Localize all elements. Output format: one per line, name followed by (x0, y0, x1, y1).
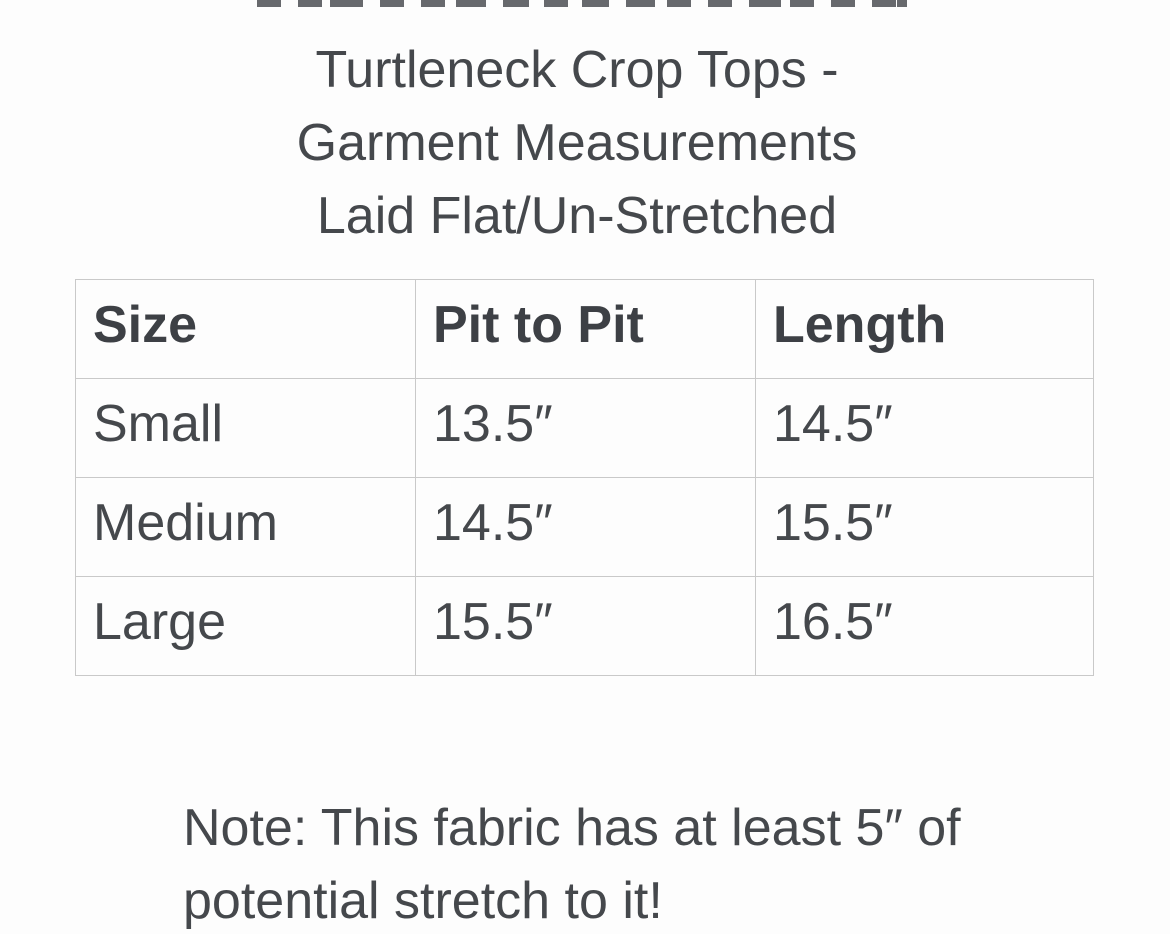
table-row-small: Small 13.5″ 14.5″ (75, 378, 1094, 478)
column-header-length: Length (755, 279, 1094, 379)
stretch-note: Note: This fabric has at least 5″ of pot… (183, 792, 961, 934)
cell-pit-large: 15.5″ (415, 576, 756, 676)
cell-pit-small: 13.5″ (415, 378, 756, 478)
page-title: Turtleneck Crop Tops - Garment Measureme… (0, 34, 1170, 253)
title-line-1: Turtleneck Crop Tops - (315, 41, 839, 99)
table-header-row: Size Pit to Pit Length (75, 279, 1094, 379)
measurements-table: Size Pit to Pit Length Small 13.5″ 14.5″… (75, 279, 1094, 676)
cropped-text-remnant (257, 0, 907, 7)
column-header-size: Size (75, 279, 416, 379)
cell-length-medium: 15.5″ (755, 477, 1094, 577)
table-row-medium: Medium 14.5″ 15.5″ (75, 477, 1094, 577)
cell-size-small: Small (75, 378, 416, 478)
title-line-3: Laid Flat/Un-Stretched (316, 187, 838, 245)
cell-pit-medium: 14.5″ (415, 477, 756, 577)
cell-length-large: 16.5″ (755, 576, 1094, 676)
note-line-2: potential stretch to it! (183, 872, 663, 930)
cell-size-large: Large (75, 576, 416, 676)
cell-length-small: 14.5″ (755, 378, 1094, 478)
table-row-large: Large 15.5″ 16.5″ (75, 576, 1094, 676)
cell-size-medium: Medium (75, 477, 416, 577)
title-line-2: Garment Measurements (296, 114, 858, 172)
column-header-pit-to-pit: Pit to Pit (415, 279, 756, 379)
note-line-1: Note: This fabric has at least 5″ of (183, 799, 961, 857)
